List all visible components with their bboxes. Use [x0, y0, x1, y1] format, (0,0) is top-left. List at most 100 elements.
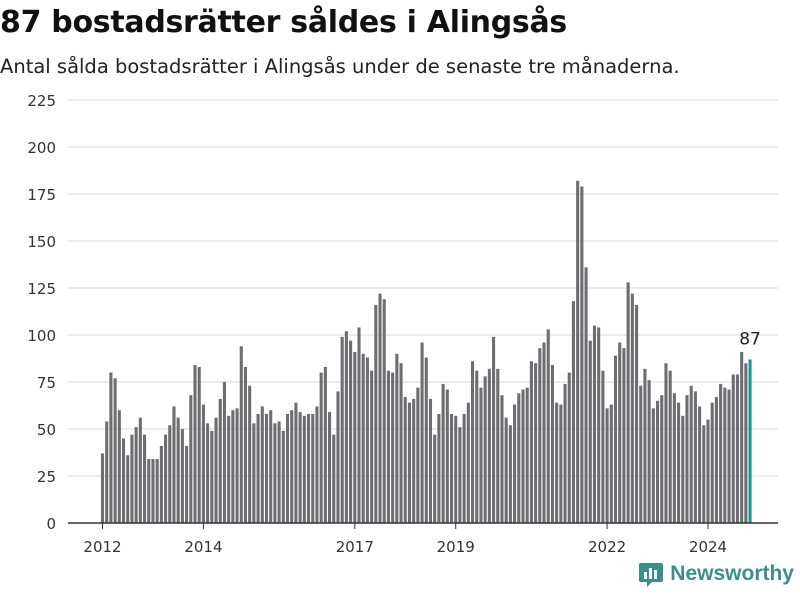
bar — [727, 389, 731, 523]
y-tick-label: 125 — [27, 280, 56, 298]
bar — [563, 383, 567, 523]
bar — [534, 363, 538, 523]
bar — [403, 397, 407, 523]
bar — [571, 301, 576, 523]
bar — [479, 387, 483, 523]
bar — [689, 385, 693, 523]
bar — [391, 372, 395, 523]
bar — [319, 372, 323, 523]
bar — [613, 355, 618, 523]
bar — [449, 413, 454, 523]
x-tick-label: 2019 — [437, 538, 475, 556]
bar — [420, 342, 424, 523]
bar — [306, 413, 311, 523]
bar — [500, 395, 504, 523]
newsworthy-logo-icon — [639, 563, 664, 587]
bar — [117, 410, 121, 523]
bar — [210, 430, 214, 523]
bar — [231, 410, 235, 523]
bar — [412, 398, 416, 523]
bar — [508, 425, 512, 523]
bar — [176, 417, 180, 523]
bar — [227, 415, 231, 523]
bar — [639, 385, 643, 523]
bar — [597, 327, 601, 523]
bar — [100, 453, 105, 523]
bar — [273, 423, 277, 523]
bar — [214, 417, 218, 523]
bar — [672, 393, 676, 523]
y-tick-label: 175 — [27, 186, 56, 204]
bar — [618, 342, 622, 523]
bar — [601, 370, 605, 523]
bar — [470, 361, 475, 523]
bar — [630, 293, 634, 523]
bar — [344, 331, 348, 523]
bar — [681, 415, 685, 523]
bar — [121, 438, 126, 523]
bar — [521, 389, 525, 523]
bar — [370, 370, 374, 523]
bar — [281, 430, 285, 523]
bar — [698, 406, 702, 523]
bar — [454, 415, 458, 523]
bar — [256, 413, 260, 523]
bar — [605, 408, 609, 523]
bar — [634, 304, 639, 523]
bar — [496, 368, 500, 523]
x-tick-label: 2022 — [588, 538, 626, 556]
bar — [155, 459, 159, 523]
bar — [222, 382, 226, 523]
bar — [332, 434, 336, 523]
bar — [719, 383, 723, 523]
bar — [555, 402, 559, 523]
bar — [357, 327, 361, 523]
bar — [239, 346, 243, 523]
bar — [126, 455, 130, 523]
data-label: 87 — [739, 329, 761, 349]
bar — [744, 363, 748, 523]
bar — [483, 376, 487, 523]
bar — [677, 402, 681, 523]
bar — [525, 387, 529, 523]
bar — [487, 368, 491, 523]
y-tick-label: 150 — [27, 233, 56, 251]
y-tick-label: 75 — [37, 374, 56, 392]
bar — [580, 186, 584, 524]
bar — [647, 380, 651, 523]
bar — [445, 389, 449, 523]
bar — [458, 427, 462, 523]
bar — [702, 425, 706, 523]
bar — [651, 408, 655, 523]
x-tick-label: 2024 — [689, 538, 727, 556]
bar — [235, 408, 239, 523]
bar — [168, 425, 172, 523]
bar — [201, 404, 205, 523]
bar — [290, 410, 294, 523]
bar — [302, 415, 306, 523]
bar — [576, 180, 580, 523]
bar — [193, 365, 197, 523]
y-tick-label: 25 — [37, 468, 56, 486]
bar — [609, 404, 613, 523]
bar — [180, 429, 184, 523]
bar — [656, 400, 660, 523]
bar — [517, 393, 521, 523]
bar — [252, 423, 256, 523]
bar — [714, 397, 718, 523]
bar — [706, 419, 710, 523]
x-tick-label: 2017 — [336, 538, 374, 556]
bar — [626, 282, 630, 523]
bar — [248, 385, 252, 523]
bar — [723, 387, 727, 523]
bar — [567, 372, 571, 523]
bar — [197, 366, 201, 523]
bar — [428, 398, 433, 523]
bar — [134, 427, 138, 523]
bar — [513, 404, 517, 523]
bar — [660, 395, 664, 523]
bar — [731, 374, 735, 523]
bar — [693, 391, 697, 523]
x-tick-label: 2014 — [184, 538, 222, 556]
bar — [584, 267, 588, 523]
